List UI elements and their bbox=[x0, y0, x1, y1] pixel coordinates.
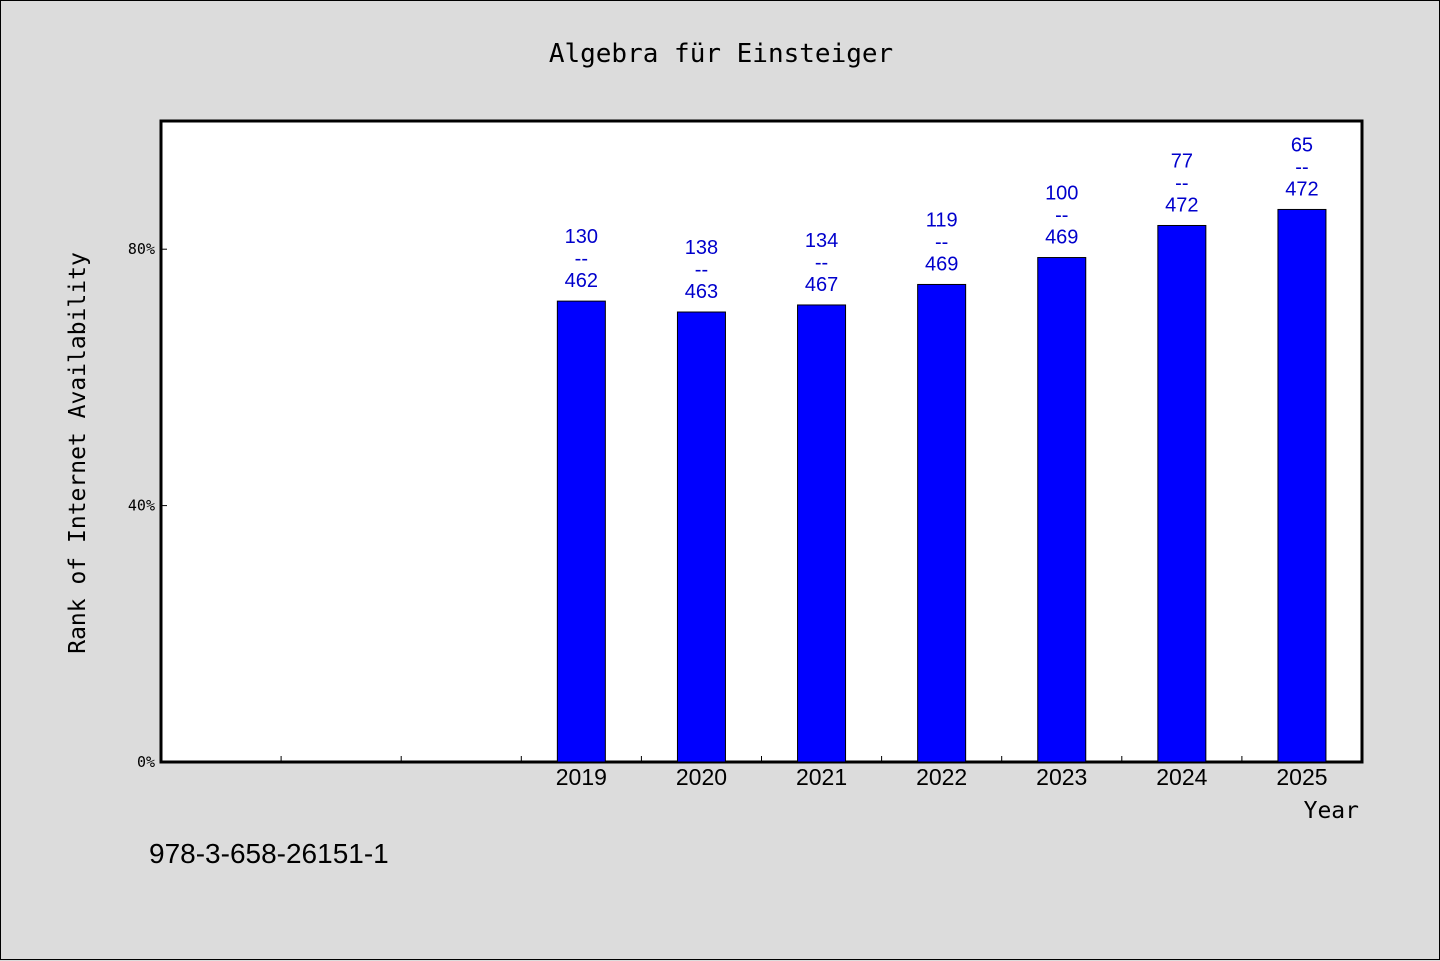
bar-2019 bbox=[556, 300, 606, 763]
data-label-2021-0: 134 bbox=[805, 230, 838, 252]
x-tick-label-2023: 2023 bbox=[1036, 764, 1087, 790]
data-label-2019-2: 462 bbox=[565, 270, 598, 292]
bar-2020 bbox=[676, 311, 726, 763]
data-labels-layer: 130--462138--463134--467119--469100--469… bbox=[565, 134, 1319, 303]
bars-layer bbox=[556, 208, 1327, 763]
y-tick-label: 80% bbox=[128, 240, 155, 258]
x-tick-label-2020: 2020 bbox=[676, 764, 727, 790]
isbn-label: 978-3-658-26151-1 bbox=[149, 838, 389, 869]
y-axis-label: Rank of Internet Availability bbox=[65, 252, 91, 654]
bar-2024 bbox=[1157, 224, 1207, 763]
x-axis-ticks: 2019 2020 2021 2022 2023 2024 2025 bbox=[280, 756, 1328, 790]
data-label-2019-1: -- bbox=[575, 248, 588, 270]
data-label-2021-1: -- bbox=[815, 252, 828, 274]
data-label-2025-0: 65 bbox=[1291, 134, 1313, 156]
bar-2021 bbox=[797, 304, 847, 763]
x-axis-label: Year bbox=[1304, 798, 1359, 824]
bar-2022 bbox=[917, 283, 967, 763]
data-label-2023-1: -- bbox=[1055, 205, 1068, 227]
data-label-2022-2: 469 bbox=[925, 253, 958, 275]
data-label-2022-0: 119 bbox=[926, 209, 958, 231]
data-label-2025-2: 472 bbox=[1285, 178, 1318, 200]
x-tick-label-2019: 2019 bbox=[556, 764, 607, 790]
x-tick-label-2024: 2024 bbox=[1156, 764, 1207, 790]
x-tick-label-2022: 2022 bbox=[916, 764, 967, 790]
data-label-2024-0: 77 bbox=[1171, 150, 1193, 172]
data-label-2020-2: 463 bbox=[685, 281, 718, 303]
data-label-2021-2: 467 bbox=[805, 274, 838, 296]
data-label-2020-1: -- bbox=[695, 259, 708, 281]
y-axis-ticks: 0% 40% 80% bbox=[128, 240, 167, 771]
y-tick-label: 0% bbox=[137, 753, 155, 771]
data-label-2022-1: -- bbox=[935, 231, 948, 253]
data-label-2020-0: 138 bbox=[685, 237, 718, 259]
data-label-2025-1: -- bbox=[1295, 156, 1308, 178]
data-label-2023-2: 469 bbox=[1045, 227, 1078, 249]
data-label-2024-1: -- bbox=[1175, 172, 1188, 194]
data-label-2024-2: 472 bbox=[1165, 194, 1198, 216]
data-label-2023-0: 100 bbox=[1045, 183, 1078, 205]
data-label-2019-0: 130 bbox=[565, 226, 598, 248]
bar-2025 bbox=[1277, 208, 1327, 763]
bar-2023 bbox=[1037, 257, 1087, 763]
y-tick-label: 40% bbox=[128, 497, 155, 515]
x-tick-label-2025: 2025 bbox=[1276, 764, 1327, 790]
chart-title: Algebra für Einsteiger bbox=[549, 39, 893, 69]
x-tick-label-2021: 2021 bbox=[796, 764, 847, 790]
